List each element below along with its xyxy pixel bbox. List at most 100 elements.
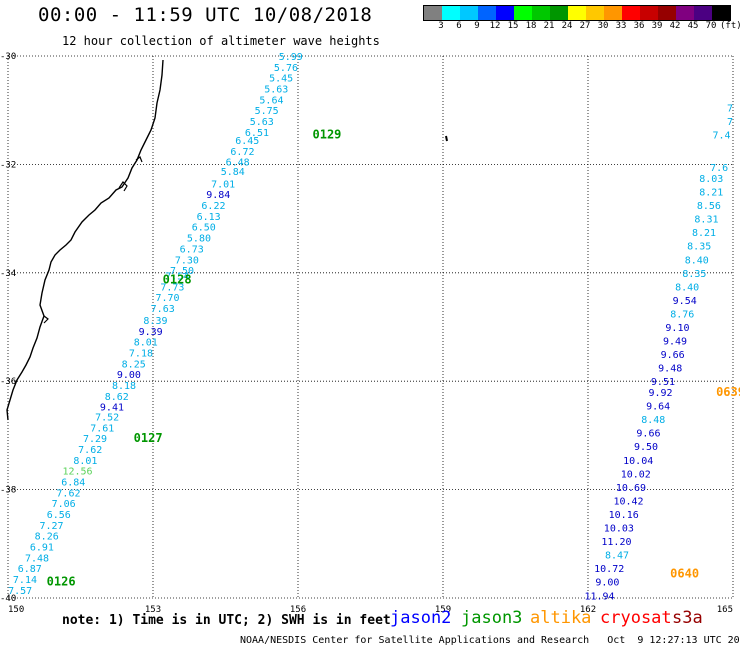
wave-height-value: 7.14: [13, 575, 37, 586]
wave-height-value: 11.20: [601, 537, 631, 548]
wave-height-value: 9.66: [636, 429, 660, 440]
color-scale-label: 39: [651, 21, 663, 31]
color-scale-swatch: [442, 6, 460, 20]
wave-height-value: 8.01: [134, 338, 158, 349]
color-scale-label: 3: [438, 21, 444, 31]
wave-height-value: 8.56: [697, 201, 721, 212]
wave-height-value: 5.76: [274, 63, 298, 74]
color-scale-swatch: [712, 6, 730, 20]
color-scale-label: 45: [687, 21, 699, 31]
wave-height-value: 7.01: [211, 179, 235, 190]
credit-line: NOAA/NESDIS Center for Satellite Applica…: [240, 635, 740, 646]
pass-number-label: 0127: [134, 431, 163, 445]
color-scale-swatch: [586, 6, 604, 20]
wave-height-value: 5.75: [255, 106, 279, 117]
color-scale-label: 70: [705, 21, 717, 31]
color-scale-swatch: [550, 6, 568, 20]
wave-height-value: 8.03: [699, 174, 723, 185]
color-scale-label: 27: [579, 21, 591, 31]
wave-height-value: 9.92: [648, 388, 672, 399]
coastline-inlets: [43, 156, 143, 324]
pass-number-label: 0126: [47, 575, 76, 589]
grid-lines: [7, 55, 734, 599]
wave-height-value: 8.62: [105, 392, 129, 403]
color-scale-label: 15: [507, 21, 519, 31]
wave-height-value: 7.4: [713, 131, 731, 142]
wave-height-value: 8.18: [112, 381, 136, 392]
legend-jason2: jason2: [390, 608, 452, 628]
wave-height-value: 6.84: [61, 477, 85, 488]
latitude-tick-label: -38: [0, 486, 16, 496]
wave-height-value: 7: [727, 117, 733, 128]
color-scale-swatch: [568, 6, 586, 20]
wave-height-value: 10.16: [609, 510, 639, 521]
wave-height-value: 7.62: [78, 445, 102, 456]
wave-height-value: 6.51: [245, 128, 269, 139]
longitude-tick-label: 156: [290, 605, 306, 615]
legend-altika: altika: [530, 608, 592, 628]
wave-height-value: 6.50: [192, 223, 216, 234]
wave-height-value: 8.35: [687, 242, 711, 253]
wave-height-value: 7.62: [56, 488, 80, 499]
wave-height-value: 8.21: [692, 228, 716, 239]
wave-height-value: 7.63: [151, 304, 175, 315]
wave-height-value: 6.72: [230, 147, 254, 158]
color-scale-label: 42: [669, 21, 681, 31]
map-subtitle: 12 hour collection of altimeter wave hei…: [62, 34, 380, 48]
wave-height-value: 7.73: [160, 282, 184, 293]
wave-height-value: 6.45: [235, 136, 259, 147]
color-scale-swatch: [532, 6, 550, 20]
wave-height-value: 9.10: [665, 323, 689, 334]
color-scale-label: 18: [525, 21, 537, 31]
wave-height-value: 7.70: [155, 293, 179, 304]
wave-height-value: 9.50: [634, 442, 658, 453]
longitude-tick-label: 150: [8, 605, 24, 615]
satellite-pass-labels: 0129 0128 0127 0126 0639 0640: [47, 128, 740, 589]
wave-height-value: 7.6: [710, 163, 728, 174]
color-scale-label: 12: [489, 21, 501, 31]
wave-height-value: 6.87: [18, 564, 42, 575]
color-scale-label: 33: [615, 21, 627, 31]
color-scale-label: 24: [561, 21, 573, 31]
wave-height-value: 7.52: [95, 412, 119, 423]
wave-height-value: 8.26: [35, 532, 59, 543]
color-scale-swatch: [460, 6, 478, 20]
wave-height-value: 7.57: [8, 586, 32, 597]
color-scale-label: (ft): [720, 21, 740, 31]
wave-height-value: 6.13: [197, 212, 221, 223]
color-scale-swatch: [640, 6, 658, 20]
pass-number-label: 0128: [163, 272, 192, 286]
legend-s3a: s3a: [672, 608, 703, 628]
wave-height-value: 7.48: [25, 553, 49, 564]
color-scale-swatch: [658, 6, 676, 20]
color-scale-swatch: [514, 6, 532, 20]
pass-number-label: 0639: [716, 385, 740, 399]
wave-height-value: 10.02: [621, 469, 651, 480]
color-scale-swatch: [604, 6, 622, 20]
wave-height-observations: 5.995.765.455.635.645.755.636.516.456.72…: [8, 52, 733, 602]
pass-number-label: 0129: [313, 128, 342, 142]
color-scale-swatch: [676, 6, 694, 20]
wave-height-value: 8.01: [73, 456, 97, 467]
legend-cryosat: cryosat: [600, 608, 672, 628]
wave-height-value: 8.39: [143, 316, 167, 327]
color-scale-labels: 3 6 9 12 15 18 21 24 27 30 33 36 39 42 45 70 (ft): [423, 21, 740, 35]
color-scale-swatch: [694, 6, 712, 20]
wave-height-value: 7: [727, 103, 733, 114]
wave-height-value: 9.84: [206, 190, 230, 201]
latitude-tick-label: -40: [0, 594, 16, 604]
wave-height-value: 7.27: [39, 521, 63, 532]
axis-labels: 150 153 156 159 162 165 -30 -32 -34 -36 -38 -40: [0, 52, 733, 615]
wave-height-value: 6.48: [226, 158, 250, 169]
wave-height-value: 9.66: [661, 350, 685, 361]
wave-height-value: 7.54: [165, 272, 189, 283]
wave-height-value: 8.48: [641, 415, 665, 426]
wave-height-value: 5.63: [250, 117, 274, 128]
wave-height-value: 10.03: [604, 524, 634, 535]
wave-height-value: 10.72: [594, 564, 624, 575]
longitude-tick-label: 162: [580, 605, 596, 615]
wave-height-value: 6.22: [201, 201, 225, 212]
note-text: note: 1) Time is in UTC; 2) SWH is in fe…: [62, 613, 391, 628]
